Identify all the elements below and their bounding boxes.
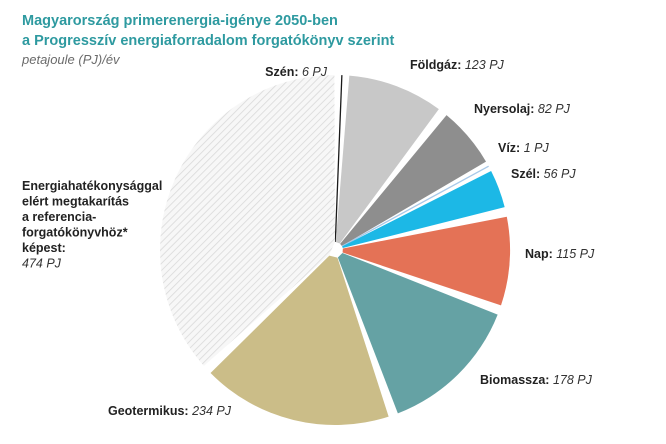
slice-label-0: Szén: 6 PJ [265,65,328,79]
slice-label-2: Nyersolaj: 82 PJ [474,102,571,116]
pie-slice-1 [335,75,439,244]
slice-label-name: Nyersolaj: [474,102,538,116]
slice-label-name: Geotermikus: [108,404,192,418]
slice-label-value: 474 PJ [22,257,62,271]
chart-title-line-2: a Progresszív energiaforradalom forgatók… [22,33,395,49]
pie-slice-2 [340,115,487,246]
slice-label-value: 56 PJ [544,167,577,181]
slice-label-3: Víz: 1 PJ [498,141,549,155]
pie-slice-6 [337,252,498,414]
slice-label-5: Nap: 115 PJ [525,247,595,261]
slice-label-name: Földgáz: [410,58,465,72]
pie-slice-7 [210,255,389,425]
slice-label-name-line: képest: [22,241,66,255]
slice-label-value: 6 PJ [302,65,328,79]
slice-label-value: 178 PJ [553,373,593,387]
slice-label-value: 234 PJ [191,404,232,418]
slice-label-value: 123 PJ [465,58,505,72]
pie-slice-5 [342,216,510,306]
slice-label-1: Földgáz: 123 PJ [410,58,505,72]
slice-label-name: Biomassza: [480,373,553,387]
chart-title-line-1: Magyarország primerenergia-igénye 2050-b… [22,13,338,29]
slice-label-name: Szén: [265,65,302,79]
slice-label-6: Biomassza: 178 PJ [480,373,593,387]
slice-label-name: Nap: [525,247,556,261]
chart-unit: petajoule (PJ)/év [22,52,120,67]
pie-slice-8 [160,75,335,366]
slice-label-name-line: forgatókönyvhöz* [22,226,128,240]
slice-label-name-line: Energiahatékonysággal [22,179,162,193]
pie-slice-4 [342,170,505,249]
pie-slice-0 [334,75,343,243]
slice-label-name: Víz: [498,141,524,155]
slice-label-4: Szél: 56 PJ [511,167,576,181]
pie-slice-3 [341,165,489,247]
slice-label-value: 1 PJ [524,141,550,155]
slice-label-8: Energiahatékonysággal elért megtakarítás a… [22,179,162,271]
slice-label-7: Geotermikus: 234 PJ [108,404,232,418]
slice-label-value: 115 PJ [556,247,595,261]
slice-label-name: Szél: [511,167,544,181]
chart-title: Magyarország primerenergia-igénye 2050-b… [22,11,394,51]
slice-label-name-line: a referencia- [22,210,96,224]
slice-label-name-line: elért megtakarítás [22,195,129,209]
slice-label-value: 82 PJ [538,102,571,116]
